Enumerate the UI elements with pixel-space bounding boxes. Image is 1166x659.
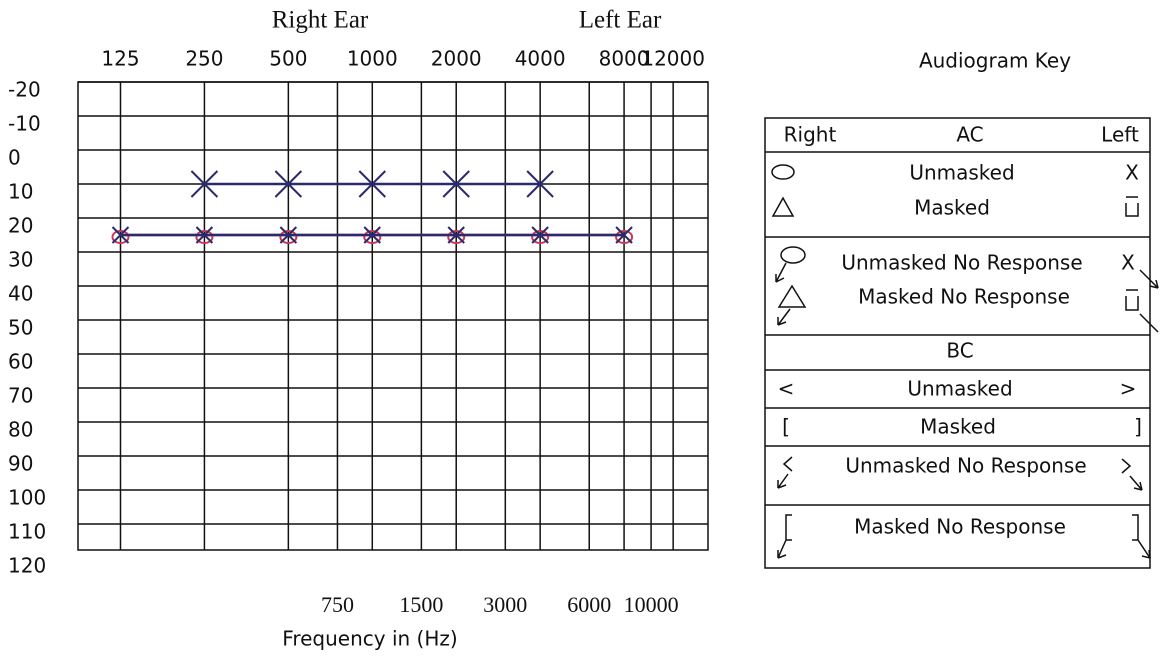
y-tick-label: 60 <box>8 350 33 374</box>
y-tick-label: 10 <box>8 180 33 204</box>
marker-x <box>195 226 214 244</box>
y-tick-label: 0 <box>8 146 21 170</box>
key-label: Unmasked No Response <box>845 454 1086 478</box>
marker-x <box>531 226 549 244</box>
marker-x <box>526 170 554 198</box>
y-tick-label: -10 <box>8 112 41 136</box>
x2-tick-label: 1500 <box>399 592 443 617</box>
marker-x <box>447 226 465 244</box>
symbol-triangle <box>771 196 795 217</box>
plot-frame <box>77 81 709 551</box>
x-tick-label: 125 <box>101 47 139 71</box>
x-tick-label: 12000 <box>641 47 705 71</box>
key-symbol: < <box>778 377 795 401</box>
y-tick-label: 30 <box>8 248 33 272</box>
x2-tick-label: 10000 <box>624 592 679 617</box>
marker-x <box>274 170 303 198</box>
x-tick-label: 1000 <box>347 47 398 71</box>
marker-x <box>279 226 298 244</box>
y-tick-label: 90 <box>8 452 33 476</box>
y-tick-label: 100 <box>8 486 46 510</box>
x-axis-label: Frequency in (Hz) <box>282 627 457 651</box>
key-label: Masked <box>920 415 996 439</box>
key-header: AC <box>956 123 983 147</box>
symbol-bc-nr <box>1121 458 1143 491</box>
y-tick-label: 120 <box>8 554 46 578</box>
title-left: Left Ear <box>579 7 662 34</box>
x-tick-label: 2000 <box>431 47 482 71</box>
symbol-bc-masked-nr <box>1132 514 1151 559</box>
marker-x <box>615 226 633 244</box>
marker-x <box>363 226 381 244</box>
key-header: Left <box>1101 123 1139 147</box>
marker-circle <box>531 230 550 244</box>
y-tick-label: -20 <box>8 78 41 102</box>
key-frame <box>764 117 1151 569</box>
symbol-triangle <box>777 284 807 308</box>
key-label: Masked No Response <box>858 285 1070 309</box>
symbol-bracket-u <box>1125 196 1139 217</box>
key-symbol: ] <box>1134 415 1142 439</box>
key-title: Audiogram Key <box>919 49 1071 73</box>
x-tick-label: 8000 <box>599 47 650 71</box>
x2-tick-label: 750 <box>321 592 354 617</box>
symbol-circle <box>780 246 806 264</box>
y-tick-label: 20 <box>8 214 33 238</box>
x-tick-label: 500 <box>269 47 307 71</box>
x2-tick-label: 3000 <box>483 592 527 617</box>
key-label: Unmasked <box>909 161 1014 185</box>
key-label: Masked No Response <box>854 515 1066 539</box>
key-label: Masked <box>914 196 990 220</box>
marker-x <box>111 226 130 244</box>
marker-circle <box>363 230 382 244</box>
key-symbol: [ <box>782 415 790 439</box>
x2-tick-label: 6000 <box>567 592 611 617</box>
key-label: Unmasked No Response <box>841 251 1082 275</box>
symbol-bracket-u-arrow <box>1125 289 1159 333</box>
x-tick-label: 4000 <box>515 47 566 71</box>
marker-x <box>358 170 386 198</box>
y-tick-label: 110 <box>8 520 46 544</box>
symbol-arrow <box>775 262 787 283</box>
plot: -20 -10 0 10 20 30 40 50 60 70 80 90 100 110 120 125 250… <box>8 47 708 617</box>
audiogram-key: Audiogram Key Right AC Left Unmasked X M… <box>764 49 1159 569</box>
marker-circle <box>195 230 214 244</box>
key-symbol: X <box>1125 161 1139 185</box>
x-tick-label: 250 <box>185 47 223 71</box>
title-right: Right Ear <box>272 7 369 34</box>
key-header: Right <box>784 123 837 147</box>
symbol-arrow <box>777 308 791 326</box>
symbol-bc-masked-nr <box>777 514 792 559</box>
symbol-circle <box>771 164 795 180</box>
marker-circle <box>279 230 298 244</box>
y-tick-label: 50 <box>8 316 33 340</box>
key-symbol: > <box>1120 377 1137 401</box>
y-tick-label: 70 <box>8 384 33 408</box>
key-symbol: X <box>1121 251 1135 275</box>
key-label: Unmasked <box>907 377 1012 401</box>
marker-circle <box>615 230 634 244</box>
symbol-arrow <box>1139 269 1159 289</box>
symbol-bc-nr <box>777 456 793 489</box>
y-tick-label: 80 <box>8 418 33 442</box>
y-tick-label: 40 <box>8 282 33 306</box>
marker-circle <box>447 230 466 244</box>
marker-x <box>442 170 470 198</box>
marker-x <box>190 170 219 198</box>
marker-circle <box>111 230 130 244</box>
key-bc-header: BC <box>946 339 973 363</box>
